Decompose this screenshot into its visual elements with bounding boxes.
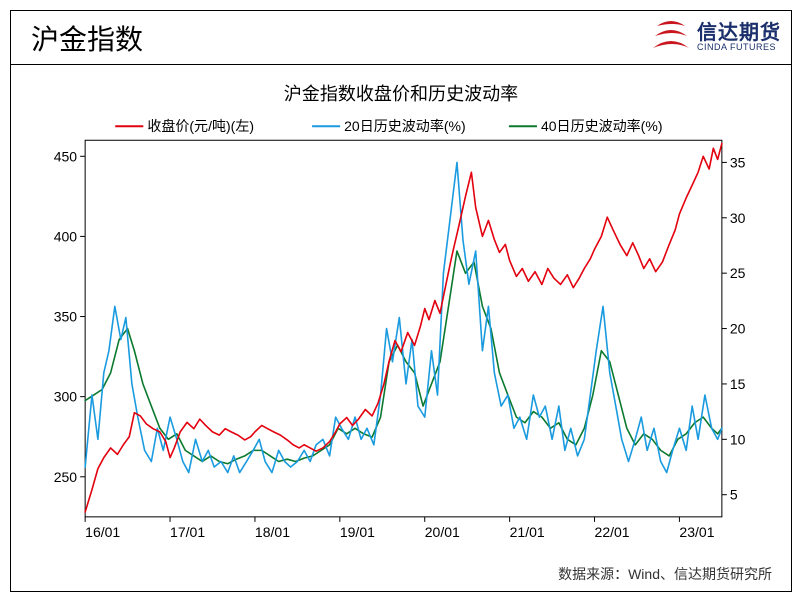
chart: 沪金指数收盘价和历史波动率 250 300 350 400 450 5 10 15 20 25 30 3… (30, 80, 772, 552)
header: 沪金指数 信达期货 CINDA FUTURES (11, 11, 791, 65)
legend-label: 40日历史波动率(%) (541, 118, 663, 134)
x-tick: 16/01 (85, 524, 120, 540)
x-tick: 21/01 (510, 524, 545, 540)
y-right-tick: 15 (730, 376, 746, 392)
y-right-tick: 5 (730, 487, 738, 503)
x-tick: 22/01 (595, 524, 630, 540)
x-tick: 23/01 (679, 524, 714, 540)
legend-label: 20日历史波动率(%) (344, 118, 466, 134)
plot-border (85, 140, 722, 517)
legend-label: 收盘价(元/吨)(左) (147, 118, 254, 134)
x-tick: 20/01 (425, 524, 460, 540)
y-left-tick: 400 (54, 228, 78, 244)
y-right-tick: 10 (730, 431, 746, 447)
y-left-tick: 450 (54, 148, 78, 164)
chart-title: 沪金指数收盘价和历史波动率 (284, 84, 518, 104)
brand: 信达期货 CINDA FUTURES (651, 20, 781, 56)
y-left-tick: 350 (54, 309, 78, 325)
data-source: 数据来源：Wind、信达期货研究所 (558, 564, 772, 584)
y-right-tick: 35 (730, 154, 746, 170)
y-right-tick: 25 (730, 265, 746, 281)
x-tick: 18/01 (255, 524, 290, 540)
x-tick: 17/01 (170, 524, 205, 540)
y-left-tick: 250 (54, 469, 78, 485)
brand-name-cn: 信达期货 (697, 23, 781, 43)
y-right-tick: 20 (730, 321, 746, 337)
brand-logo-icon (651, 20, 691, 56)
y-left-tick: 300 (54, 389, 78, 405)
page-title: 沪金指数 (31, 18, 143, 58)
brand-name-en: CINDA FUTURES (697, 43, 781, 52)
x-tick: 19/01 (340, 524, 375, 540)
y-right-tick: 30 (730, 210, 746, 226)
